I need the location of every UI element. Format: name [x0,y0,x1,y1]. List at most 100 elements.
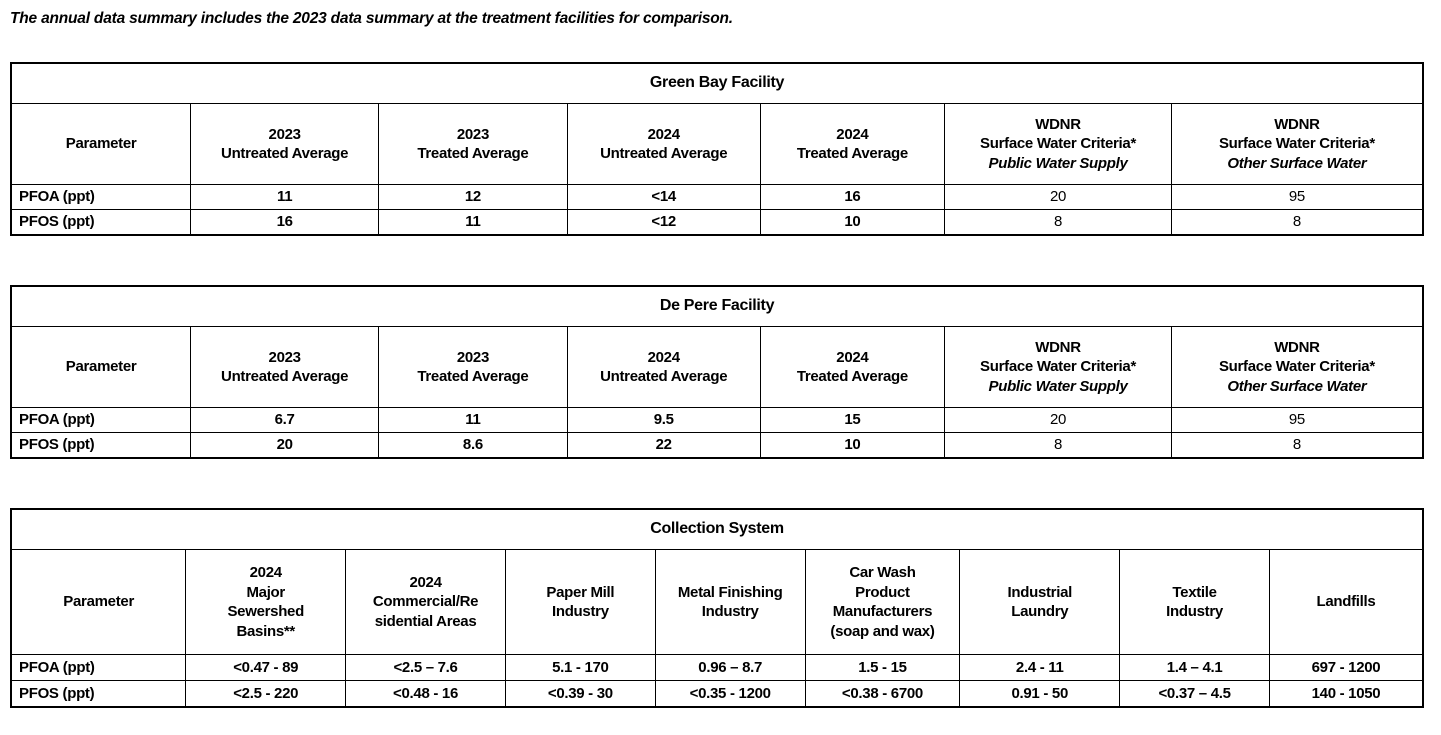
table-row: PFOA (ppt) 6.7 11 9.5 15 20 95 [10,407,1424,433]
column-header-line: Surface Water Criteria* [1218,358,1375,376]
column-header-line: Parameter [65,358,137,376]
column-header: 2024 Commercial/Re sidential Areas [345,549,506,655]
column-header-line: Parameter [65,135,137,153]
cell-value: <12 [566,209,761,236]
cell-parameter: PFOS (ppt) [10,432,192,459]
column-header-line: Treated Average [796,368,908,385]
column-header: 2023 Untreated Average [190,326,380,408]
cell-value: 95 [1170,184,1424,210]
cell-value: 697 - 1200 [1268,654,1424,681]
table-row: PFOA (ppt) <0.47 - 89 <2.5 – 7.6 5.1 - 170 0… [10,654,1424,681]
column-header-line: Laundry [1011,603,1069,620]
column-header-line: WDNR [1035,338,1081,356]
cell-value: 11 [378,209,568,236]
cell-value: <0.35 - 1200 [654,680,806,708]
table-title-row: Collection System [10,508,1424,550]
table-collection-system: Collection System Parameter 2024 Major Sewer… [10,508,1424,708]
cell-value: 11 [190,184,380,210]
column-header: Car Wash Product Manufacturers (soap and wa… [804,549,961,655]
table-row: PFOS (ppt) <2.5 - 220 <0.48 - 16 <0.39 - 30… [10,680,1424,708]
cell-value: 16 [759,184,946,210]
cell-parameter: PFOA (ppt) [10,654,187,681]
collection-system-table: Collection System Parameter 2024 Major Sewer… [10,508,1424,708]
cell-value: 5.1 - 170 [504,654,656,681]
column-header: 2023 Treated Average [378,103,568,185]
column-header-line: Treated Average [796,145,908,162]
column-header-line: WDNR [1274,338,1320,356]
de-pere-table: De Pere Facility Parameter 2023 Untreated A… [10,285,1424,459]
column-header-line: Metal Finishing [677,583,783,601]
table-title: Collection System [10,508,1424,550]
column-header-line: 2023 [268,348,301,366]
column-header-line: Industrial [1007,583,1072,601]
column-header: Paper Mill Industry [504,549,656,655]
cell-value: 20 [944,407,1172,433]
column-header: Parameter [10,326,192,408]
column-header-line: Industry [1166,603,1223,620]
column-header-line: Untreated Average [221,368,349,385]
column-header: WDNR Surface Water Criteria* Public Water … [944,326,1172,408]
column-header: 2024 Untreated Average [566,103,761,185]
column-header-line: 2024 [836,125,869,143]
column-header: Landfills [1268,549,1424,655]
cell-value: <0.37 – 4.5 [1119,680,1270,708]
cell-value: 6.7 [190,407,380,433]
cell-value: 95 [1170,407,1424,433]
cell-value: 8 [944,432,1172,459]
table-row: PFOA (ppt) 11 12 <14 16 20 95 [10,184,1424,210]
intro-text: The annual data summary includes the 202… [10,10,733,27]
column-header-line: 2024 [249,564,282,581]
column-header: WDNR Surface Water Criteria* Other Surface… [1170,103,1424,185]
cell-value: 8 [944,209,1172,236]
column-header-line: Other Surface Water [1227,377,1367,395]
column-header-line: Industry [551,603,609,620]
cell-value: <0.47 - 89 [185,654,347,681]
column-header-line: Treated Average [417,368,529,385]
column-header-line: 2023 [456,348,489,366]
cell-value: <0.39 - 30 [504,680,656,708]
cell-value: 12 [378,184,568,210]
column-header-line: 2024 [836,348,869,366]
cell-value: 2.4 - 11 [959,654,1121,681]
column-header-line: Untreated Average [221,145,349,162]
table-header-row: Parameter 2023 Untreated Average 2023 Treate… [10,326,1424,408]
table-de-pere: De Pere Facility Parameter 2023 Untreated A… [10,285,1424,459]
cell-value: 0.91 - 50 [959,680,1121,708]
column-header-line: Car Wash [849,564,916,581]
column-header-line: Surface Water Criteria* [1218,135,1375,153]
column-header-line: WDNR [1035,115,1081,133]
column-header-line: Industry [701,603,759,620]
column-header-line: Major [246,583,285,601]
column-header-line: (soap and wax) [830,622,935,640]
cell-value: <14 [566,184,761,210]
table-row: PFOS (ppt) 16 11 <12 10 8 8 [10,209,1424,236]
column-header-line: Paper Mill [546,583,615,601]
column-header-line: Parameter [63,593,134,611]
cell-value: 8 [1170,209,1424,236]
column-header-line: Surface Water Criteria* [980,135,1136,153]
cell-parameter: PFOA (ppt) [10,184,192,210]
cell-parameter: PFOA (ppt) [10,407,192,433]
column-header: Metal Finishing Industry [654,549,806,655]
green-bay-table: Green Bay Facility Parameter 2023 Untreated… [10,62,1424,236]
column-header-line: Untreated Average [600,368,728,385]
column-header: 2024 Treated Average [759,103,946,185]
cell-parameter: PFOS (ppt) [10,209,192,236]
table-title: De Pere Facility [10,285,1424,327]
column-header-line: sidential Areas [374,612,477,630]
column-header-line: Basins** [236,622,295,640]
column-header-line: Manufacturers [832,603,933,620]
column-header: 2024 Treated Average [759,326,946,408]
column-header-line: Treated Average [417,145,529,162]
column-header-line: Landfills [1316,593,1376,611]
column-header: 2024 Major Sewershed Basins** [185,549,347,655]
column-header-line: Product [855,583,910,601]
cell-value: <0.38 - 6700 [804,680,961,708]
cell-value: 10 [759,432,946,459]
cell-value: 8.6 [378,432,568,459]
cell-value: 15 [759,407,946,433]
cell-value: 16 [190,209,380,236]
column-header-line: 2023 [268,125,301,143]
column-header-line: 2024 [647,125,680,143]
cell-value: 1.5 - 15 [804,654,961,681]
